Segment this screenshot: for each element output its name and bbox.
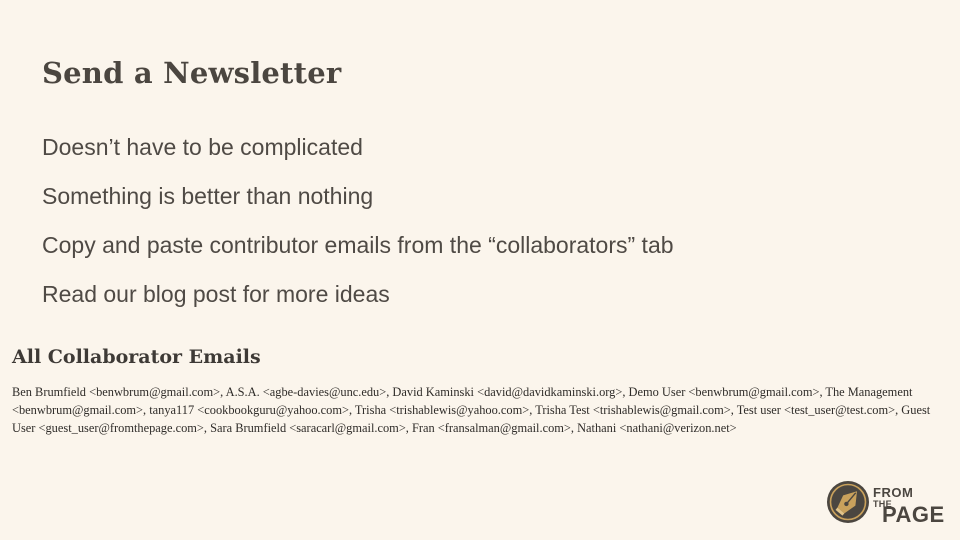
slide-title: Send a Newsletter — [42, 56, 342, 90]
fountain-pen-nib-icon — [827, 481, 869, 523]
bullet-item: Copy and paste contributor emails from t… — [42, 232, 674, 258]
logo-word-from: FROM — [873, 485, 914, 500]
collaborator-emails-list[interactable]: Ben Brumfield <benwbrum@gmail.com>, A.S.… — [12, 385, 931, 435]
logo-word-page: PAGE — [882, 502, 945, 527]
bullet-item: Read our blog post for more ideas — [42, 281, 390, 307]
logo-word-the: THE — [873, 499, 892, 509]
collaborator-emails-heading: All Collaborator Emails — [12, 346, 261, 368]
from-the-page-logo: FROM THE PAGE — [826, 480, 946, 527]
bullet-list: Doesn’t have to be complicated Something… — [42, 133, 674, 329]
bullet-item: Doesn’t have to be complicated — [42, 134, 363, 160]
bullet-item: Something is better than nothing — [42, 183, 374, 209]
